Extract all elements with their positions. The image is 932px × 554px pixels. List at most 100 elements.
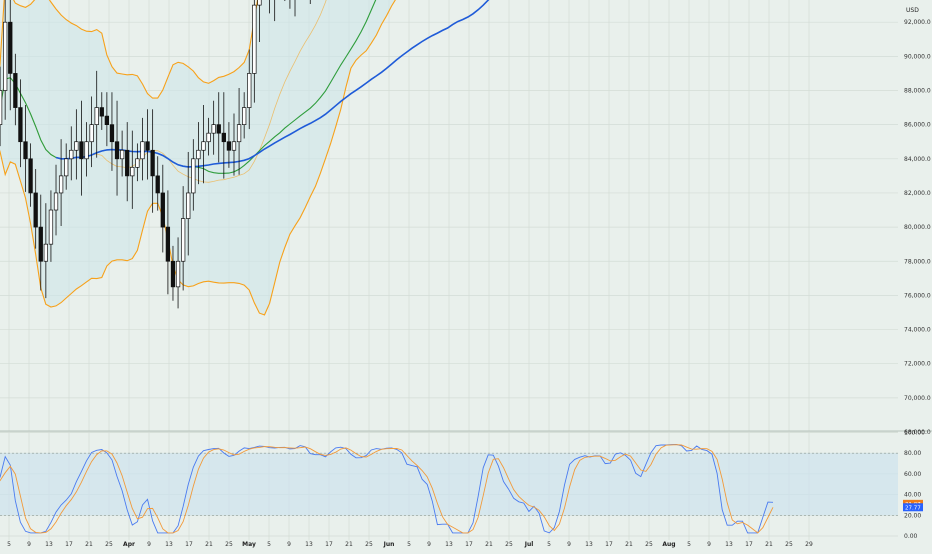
candle-body (242, 107, 247, 125)
date-tick-label: 21 (345, 541, 353, 548)
date-tick-label: 17 (745, 541, 753, 548)
candle-body (104, 115, 110, 126)
candle-body (150, 149, 155, 177)
stochastic-oscillator (0, 444, 898, 534)
date-tick-label: 17 (465, 541, 473, 548)
date-tick-label: 13 (725, 541, 733, 548)
date-tick-label: 13 (165, 541, 173, 548)
date-tick-label: 21 (765, 541, 773, 548)
date-tick-label: 9 (707, 541, 711, 548)
candle-body (109, 124, 115, 143)
candle-body (191, 158, 196, 194)
price-tick-label: 80,000.0 (904, 224, 931, 231)
date-tick-label: 5 (267, 541, 271, 548)
osc-tick-label: 40.00 (904, 492, 921, 499)
date-tick-label: 25 (785, 541, 793, 548)
price-tick-label: 86,000.0 (904, 122, 931, 129)
candle-body (18, 107, 23, 143)
candle-body (84, 141, 89, 160)
date-tick-label: 9 (287, 541, 291, 548)
candle-body (180, 218, 186, 262)
axes: USD126,000.0124,000.0122,000.0120,000.01… (7, 7, 931, 548)
candle-body (99, 107, 104, 117)
candle-body (23, 141, 28, 160)
lower-band (0, 0, 396, 316)
candle-body (89, 124, 94, 143)
osc-tick-label: 0.00 (904, 533, 918, 540)
candle-body (170, 260, 176, 288)
candle-body (145, 141, 150, 151)
date-tick-label: 25 (505, 541, 513, 548)
date-tick-label: 17 (605, 541, 613, 548)
date-tick-label: 21 (485, 541, 493, 548)
candle-body (160, 192, 165, 228)
date-tick-label: 21 (205, 541, 213, 548)
date-tick-label: May (242, 541, 256, 548)
candle-body (257, 0, 262, 6)
date-tick-label: 21 (625, 541, 633, 548)
stoch-d-badge (903, 503, 923, 512)
candle-body (135, 158, 140, 168)
date-tick-label: 9 (27, 541, 31, 548)
date-tick-label: 9 (147, 541, 151, 548)
price-tick-label: 70,000.0 (904, 395, 931, 402)
price-tick-label: 76,000.0 (904, 292, 931, 299)
candle-body (58, 175, 64, 194)
osc-band (0, 453, 898, 516)
price-tick-label: 90,000.0 (904, 53, 931, 60)
candle-body (119, 149, 125, 160)
date-tick-label: 9 (427, 541, 431, 548)
date-tick-label: 9 (567, 541, 571, 548)
price-tick-label: 84,000.0 (904, 156, 931, 163)
date-tick-label: 5 (407, 541, 411, 548)
date-tick-label: 13 (45, 541, 53, 548)
candlesticks (0, 0, 311, 309)
mid-band (0, 0, 327, 183)
candle-body (0, 90, 3, 126)
candle-body (216, 124, 221, 134)
candle-body (125, 149, 130, 177)
candle-body (3, 21, 8, 91)
ma-slow-line (55, 0, 490, 168)
candle-body (206, 132, 211, 143)
candle-body (13, 73, 18, 108)
date-tick-label: 25 (645, 541, 653, 548)
date-tick-label: Aug (662, 541, 675, 548)
osc-tick-label: 80.00 (904, 450, 921, 457)
price-tick-label: 72,000.0 (904, 361, 931, 368)
date-tick-label: Jul (524, 541, 534, 548)
candle-body (38, 226, 43, 262)
date-tick-label: 5 (687, 541, 691, 548)
candle-body (236, 124, 242, 143)
osc-tick-label: 60.00 (904, 471, 921, 478)
candle-body (221, 132, 226, 143)
currency-label: USD (906, 7, 919, 14)
candle-body (165, 226, 171, 262)
price-tick-label: 92,000.0 (904, 19, 931, 26)
candle-body (186, 192, 191, 219)
candle-body (140, 141, 145, 160)
candle-body (74, 141, 79, 151)
date-tick-label: 13 (305, 541, 313, 548)
date-tick-label: 5 (7, 541, 11, 548)
date-tick-label: 17 (65, 541, 73, 548)
upper-band (0, 0, 259, 99)
date-tick-label: 17 (185, 541, 193, 548)
candle-body (114, 141, 120, 160)
candle-body (211, 124, 216, 134)
candle-body (231, 141, 237, 151)
date-tick-label: 21 (85, 541, 93, 548)
candle-body (43, 243, 48, 262)
candle-body (201, 141, 206, 151)
candle-body (252, 4, 257, 74)
candle-body (33, 192, 38, 228)
date-tick-label: 5 (547, 541, 551, 548)
candle-body (79, 141, 84, 160)
moving-averages (0, 0, 490, 174)
price-tick-label: 82,000.0 (904, 190, 931, 197)
price-tick-label: 78,000.0 (904, 258, 931, 265)
price-labels: BTCUSD114,116.731.0727.77 (903, 499, 923, 512)
candle-body (247, 73, 252, 108)
